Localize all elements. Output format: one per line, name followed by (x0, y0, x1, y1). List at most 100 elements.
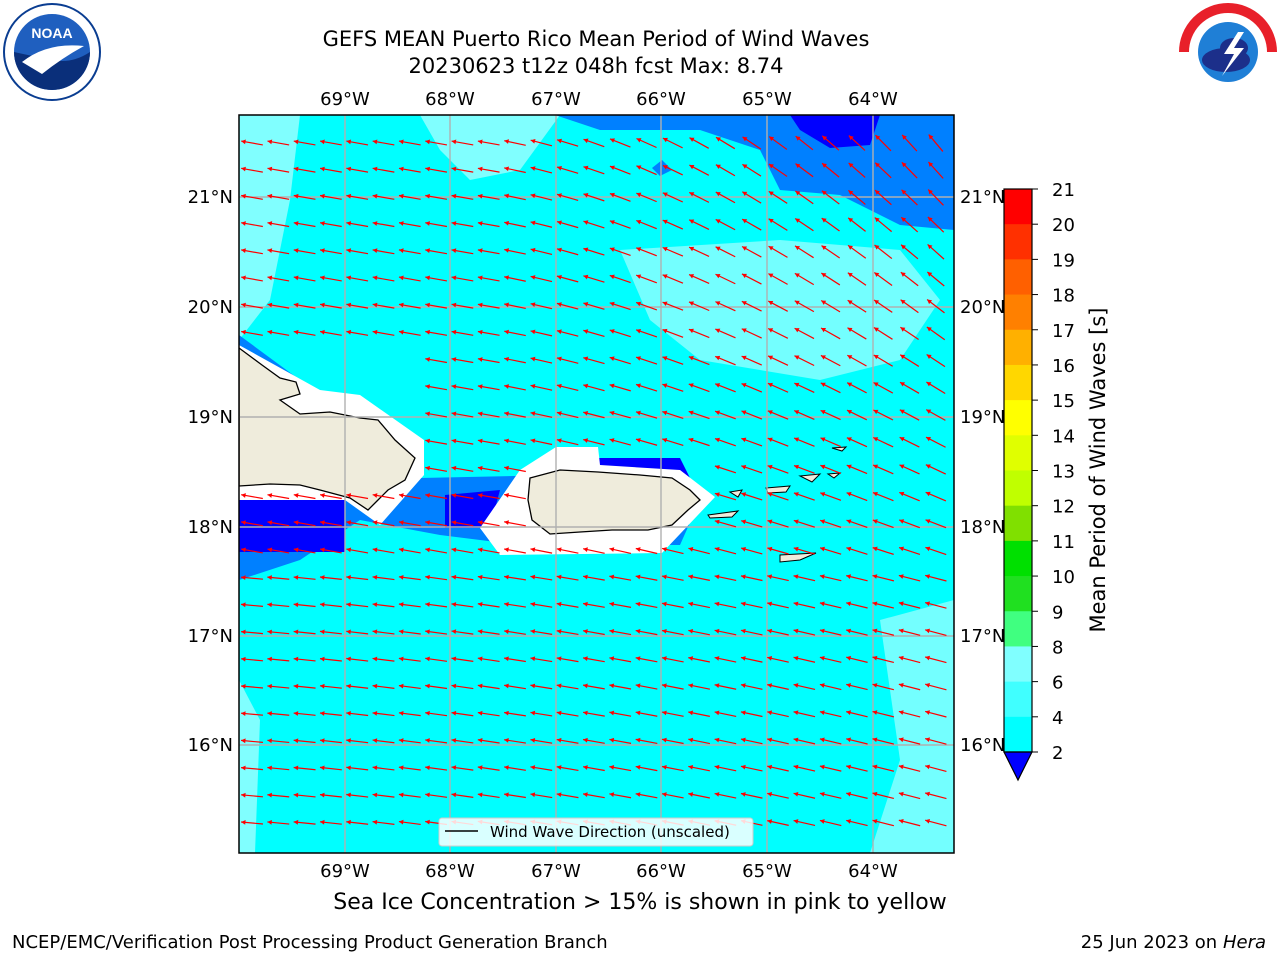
wave-direction-arrow (742, 136, 762, 150)
wave-direction-arrow (714, 383, 736, 393)
colorbar-segment (1004, 224, 1032, 260)
wave-direction-arrow (740, 546, 763, 555)
wave-direction-arrow (819, 628, 842, 636)
wave-direction-arrow (293, 765, 316, 771)
wave-direction-arrow (847, 217, 866, 232)
wave-direction-arrow (398, 602, 421, 608)
wave-direction-arrow (715, 273, 736, 285)
wave-direction-arrow (741, 464, 763, 474)
lon-label-top: 64°W (848, 89, 898, 110)
wave-direction-arrow (767, 546, 789, 555)
wave-direction-arrow (477, 710, 500, 717)
vieques-island (707, 510, 740, 519)
wave-direction-arrow (820, 354, 841, 367)
wave-direction-arrow (872, 601, 895, 609)
colorbar-tick-label: 12 (1052, 497, 1075, 518)
wave-direction-arrow (872, 819, 895, 827)
virgin-islands-2 (798, 473, 822, 483)
colorbar-tick-label: 20 (1052, 215, 1075, 236)
wave-direction-arrow (556, 438, 579, 446)
wave-direction-arrow (793, 464, 815, 474)
wave-direction-arrow (425, 357, 448, 364)
wave-direction-arrow (319, 738, 342, 744)
wave-direction-arrow (714, 519, 737, 528)
wave-direction-arrow (504, 275, 526, 282)
wave-direction-arrow (794, 217, 814, 232)
wave-direction-arrow (556, 166, 579, 174)
wave-direction-arrow (372, 221, 395, 228)
wave-direction-arrow (267, 193, 290, 200)
wave-direction-arrow (635, 601, 658, 609)
wave-direction-arrow (714, 710, 737, 718)
lat-label-left: 16°N (188, 735, 233, 756)
wave-direction-arrow (767, 410, 789, 420)
wave-direction-arrow (689, 137, 710, 149)
wave-direction-arrow (847, 299, 867, 313)
wave-direction-arrow (767, 437, 789, 447)
wave-direction-arrow (425, 629, 448, 635)
wave-direction-arrow (872, 628, 895, 636)
wave-direction-arrow (688, 683, 711, 690)
wave-direction-arrow (688, 656, 711, 663)
wave-direction-arrow (240, 765, 264, 771)
wave-direction-arrow (556, 193, 579, 202)
wave-direction-arrow (372, 520, 395, 527)
wave-direction-arrow (846, 628, 868, 636)
wave-direction-arrow (477, 738, 500, 744)
wave-direction-arrow (398, 738, 421, 744)
colorbar-tick-label: 17 (1052, 321, 1075, 342)
wave-direction-arrow (767, 628, 789, 636)
wave-direction-arrow (740, 683, 763, 690)
wave-direction-arrow (820, 382, 841, 394)
wave-direction-arrow (477, 139, 500, 146)
wave-direction-arrow (741, 328, 762, 339)
wave-direction-arrow (846, 683, 868, 691)
wave-direction-arrow (820, 437, 841, 448)
wave-direction-arrow (398, 248, 421, 255)
wave-direction-arrow (504, 710, 526, 717)
wave-direction-arrow (425, 302, 448, 309)
wave-direction-arrow (241, 302, 263, 309)
wave-direction-arrow (583, 302, 605, 310)
wave-direction-arrow (661, 683, 684, 690)
wave-direction-arrow (504, 411, 526, 418)
wave-direction-arrow (293, 329, 316, 336)
wave-direction-arrow (662, 192, 684, 203)
wave-direction-arrow (240, 684, 264, 689)
wave-direction-arrow (556, 383, 579, 391)
wave-direction-arrow (372, 166, 395, 173)
wave-direction-arrow (742, 163, 762, 177)
wave-direction-arrow (477, 193, 500, 200)
wave-direction-arrow (898, 683, 921, 691)
wave-direction-arrow (714, 492, 737, 501)
wave-direction-arrow (451, 629, 474, 635)
wave-direction-arrow (898, 764, 921, 772)
wave-direction-arrow (819, 655, 842, 663)
wave-direction-arrow (504, 629, 526, 635)
wave-direction-arrow (319, 493, 342, 500)
lon-label-bottom: 65°W (742, 861, 792, 882)
colorbar-segment (1004, 259, 1032, 296)
wave-direction-arrow (582, 792, 605, 799)
virgin-islands-3 (728, 489, 743, 498)
wave-direction-arrow (582, 765, 605, 772)
legend-label: Wind Wave Direction (unscaled) (490, 823, 730, 841)
wave-direction-arrow (661, 737, 684, 745)
wave-direction-arrow (319, 139, 342, 146)
lat-label-left: 18°N (188, 517, 233, 538)
wave-direction-arrow (688, 328, 710, 339)
wave-direction-arrow (398, 629, 421, 635)
colorbar-label: Mean Period of Wind Waves [s] (1086, 308, 1110, 633)
wave-direction-arrow (451, 792, 474, 798)
wave-direction-arrow (425, 275, 448, 282)
wave-direction-arrow (267, 738, 290, 744)
anegada-island (831, 446, 848, 452)
wave-direction-arrow (451, 765, 474, 771)
wave-direction-arrow (398, 656, 421, 662)
colorbar-segment (1004, 611, 1032, 647)
wave-direction-arrow (319, 302, 342, 309)
wave-direction-arrow (688, 301, 710, 312)
wave-direction-arrow (240, 738, 264, 744)
wave-direction-arrow (582, 737, 605, 744)
wave-direction-arrow (504, 220, 526, 228)
